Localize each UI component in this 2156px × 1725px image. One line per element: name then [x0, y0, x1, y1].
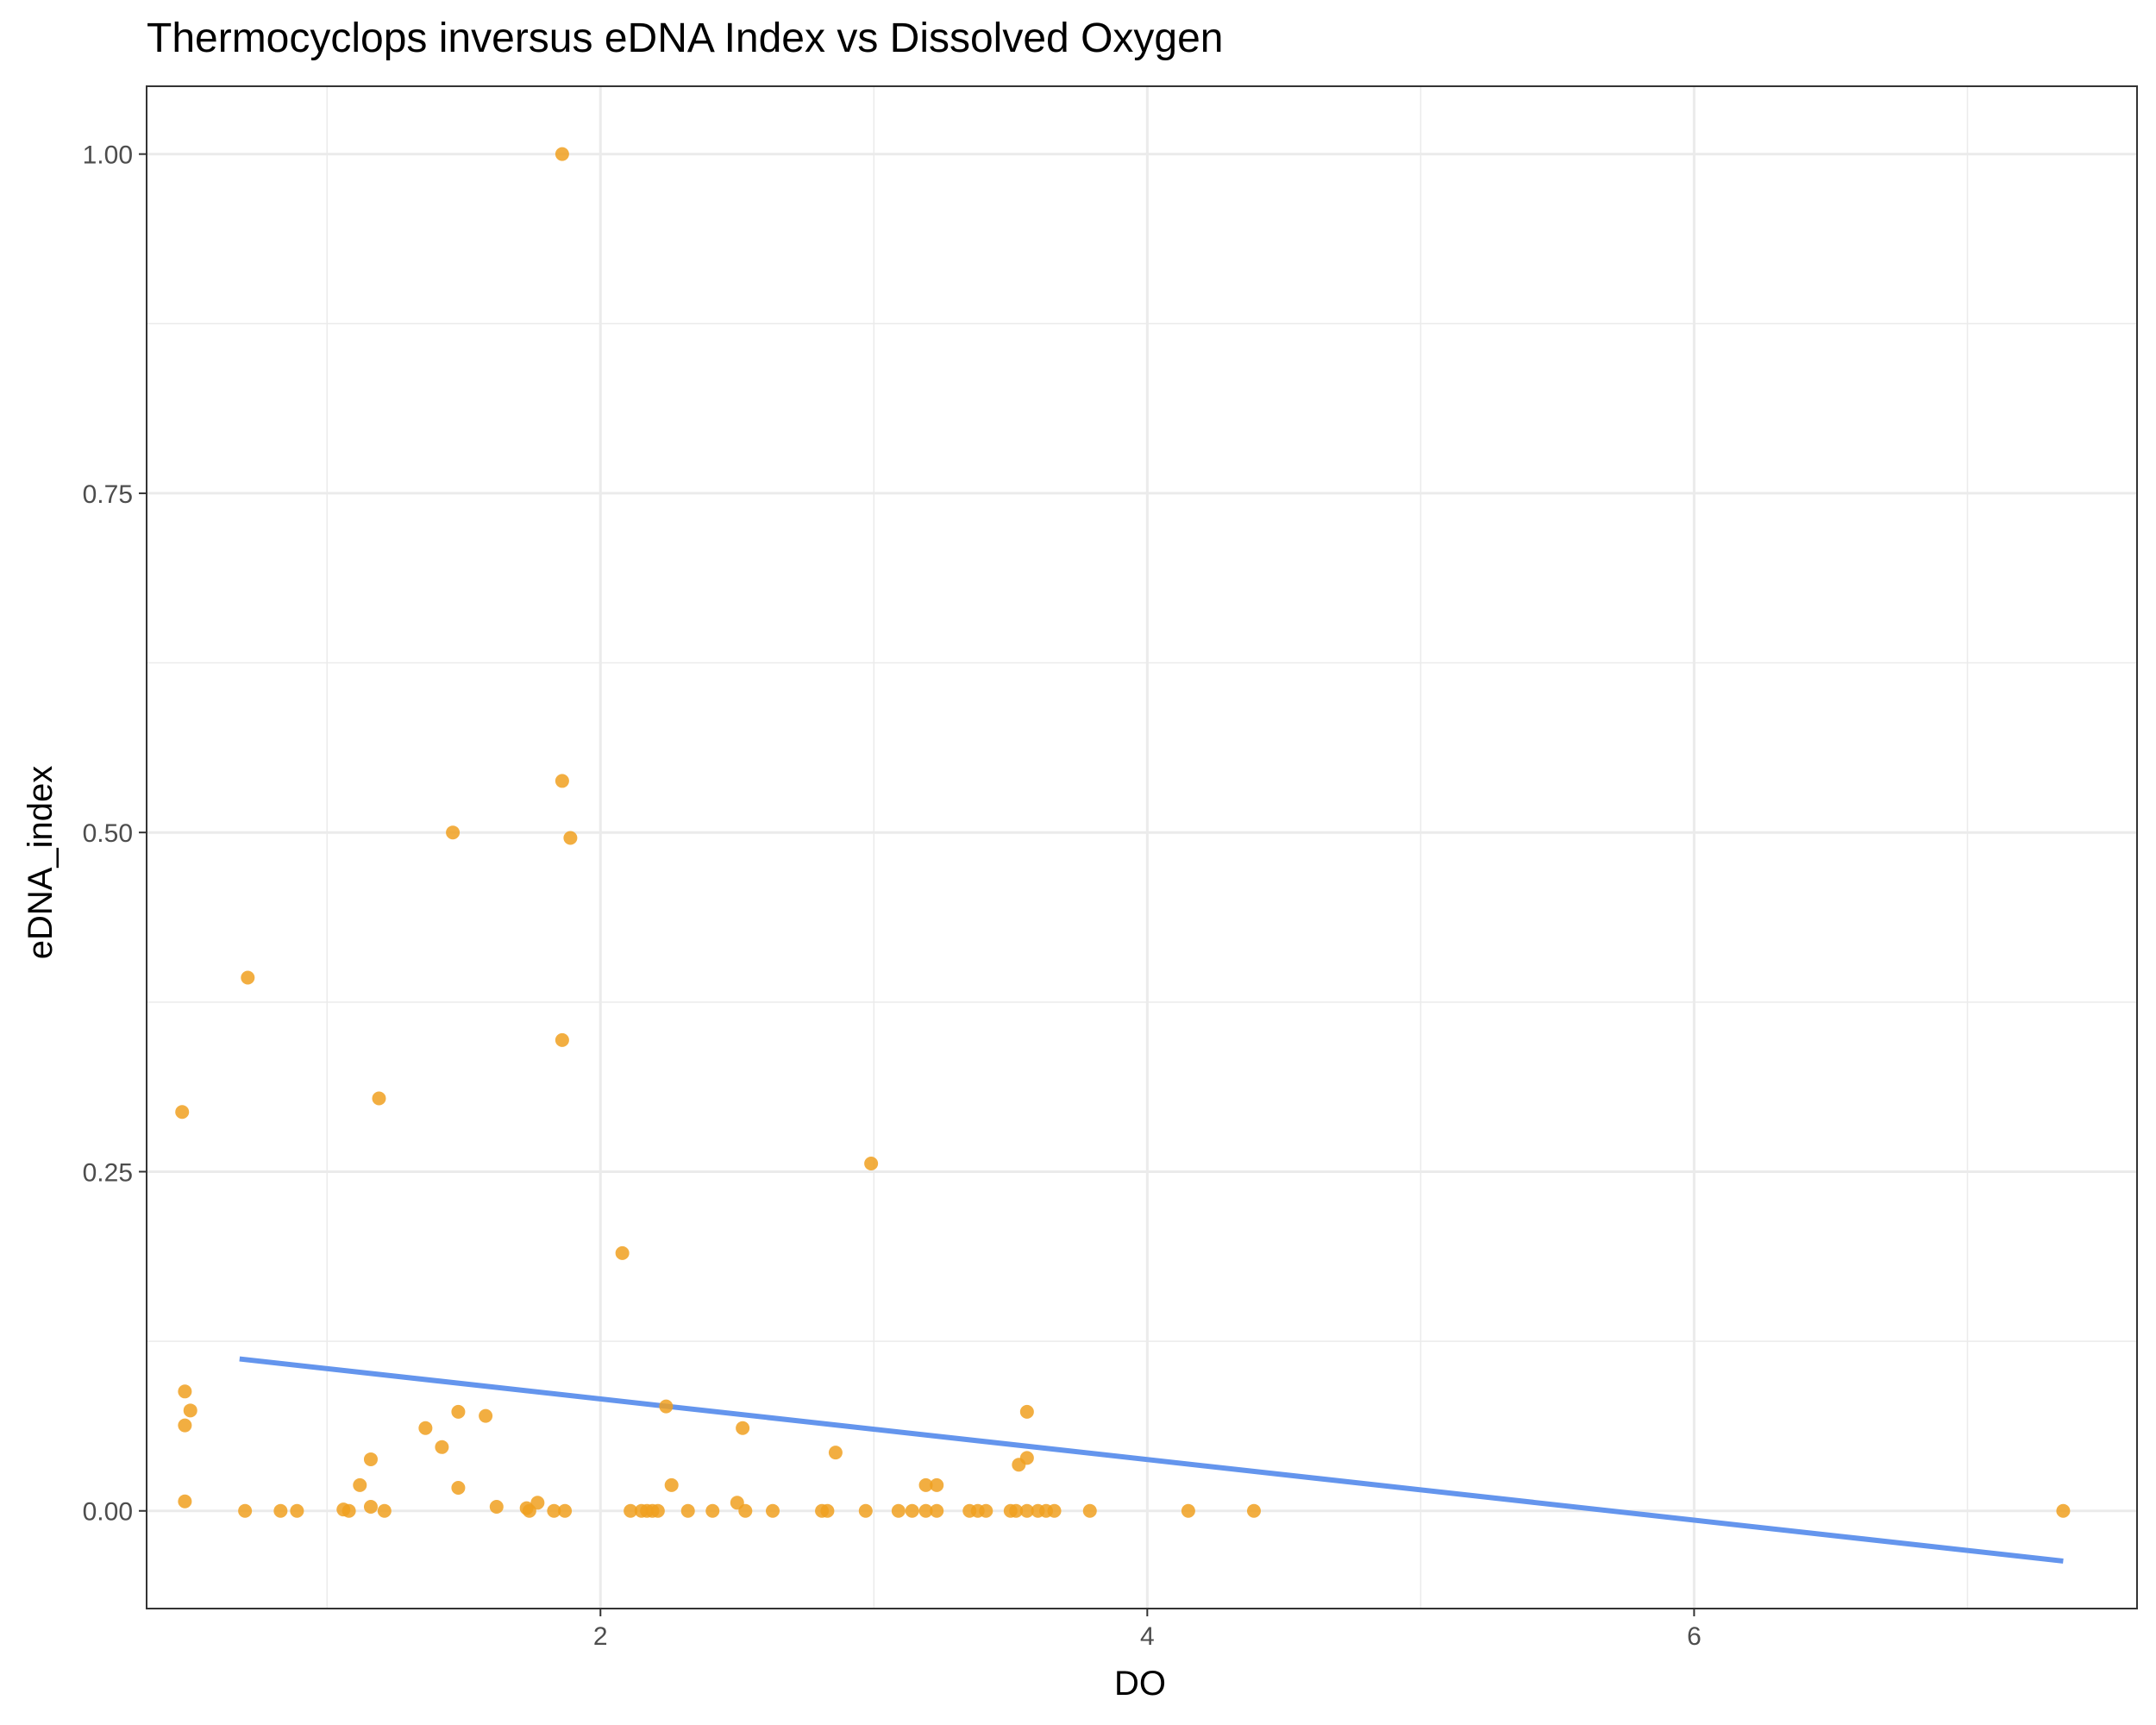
- trend-line: [239, 1356, 2064, 1564]
- y-axis-title: eDNA_index: [22, 766, 60, 960]
- data-point: [446, 825, 461, 840]
- data-point: [659, 1399, 674, 1414]
- data-point: [828, 1446, 843, 1460]
- data-point: [858, 1503, 873, 1518]
- data-point: [241, 970, 255, 985]
- data-point: [273, 1503, 288, 1518]
- data-point: [1181, 1503, 1195, 1518]
- data-point: [905, 1503, 919, 1518]
- data-point: [1019, 1404, 1034, 1419]
- y-tick-label: 1.00: [83, 141, 133, 170]
- data-point: [820, 1503, 835, 1518]
- data-point: [1009, 1503, 1024, 1518]
- x-axis-title: DO: [1114, 1665, 1166, 1703]
- y-tick-label: 0.75: [83, 480, 133, 509]
- x-axis: 2 4 6: [593, 1609, 1702, 1651]
- grid-minor: [147, 86, 2137, 1609]
- data-point: [555, 1032, 569, 1047]
- data-point: [451, 1480, 466, 1495]
- x-tick-label: 6: [1687, 1622, 1702, 1651]
- data-point: [1047, 1503, 1062, 1518]
- data-point: [178, 1418, 192, 1433]
- data-point: [891, 1503, 906, 1518]
- data-point: [930, 1477, 944, 1492]
- data-point: [547, 1503, 561, 1518]
- data-point: [2056, 1503, 2071, 1518]
- data-point: [342, 1503, 356, 1518]
- data-point: [555, 774, 569, 788]
- data-point: [563, 831, 578, 845]
- grid-major: [147, 86, 2137, 1609]
- data-point: [766, 1503, 780, 1518]
- data-point: [930, 1503, 944, 1518]
- data-point: [736, 1421, 750, 1435]
- data-point: [1019, 1503, 1034, 1518]
- data-point: [363, 1452, 378, 1466]
- data-point: [522, 1503, 536, 1518]
- data-point: [705, 1503, 720, 1518]
- x-tick-label: 2: [593, 1622, 608, 1651]
- data-point: [664, 1477, 679, 1492]
- data-point: [238, 1503, 253, 1518]
- data-point: [1012, 1458, 1026, 1472]
- data-point: [624, 1503, 638, 1518]
- data-point: [363, 1500, 378, 1515]
- data-point: [615, 1245, 630, 1260]
- data-point: [290, 1503, 304, 1518]
- data-point: [1082, 1503, 1097, 1518]
- data-point: [738, 1503, 753, 1518]
- y-tick-label: 0.50: [83, 819, 133, 848]
- data-point: [178, 1384, 192, 1399]
- data-point: [377, 1503, 392, 1518]
- data-point: [479, 1408, 493, 1423]
- plot-panel-border: [146, 85, 2138, 1609]
- data-point: [418, 1421, 433, 1435]
- data-point: [555, 147, 569, 161]
- data-point: [353, 1477, 367, 1492]
- trend-line-group: [239, 1356, 2064, 1564]
- data-point: [918, 1477, 933, 1492]
- data-point: [918, 1503, 933, 1518]
- y-axis: 0.00 0.25 0.50 0.75 1.00: [83, 141, 147, 1527]
- y-tick-label: 0.00: [83, 1498, 133, 1527]
- points-group: [175, 147, 2071, 1518]
- data-point: [435, 1440, 449, 1454]
- data-point: [680, 1503, 695, 1518]
- y-tick-label: 0.25: [83, 1158, 133, 1187]
- data-point: [979, 1503, 993, 1518]
- data-point: [864, 1157, 879, 1171]
- data-point: [558, 1503, 573, 1518]
- data-point: [1246, 1503, 1261, 1518]
- data-point: [175, 1105, 190, 1120]
- data-point: [489, 1500, 504, 1515]
- chart-title: Thermocyclops inversus eDNA Index vs Dis…: [147, 16, 1224, 61]
- data-point: [372, 1091, 386, 1106]
- data-point: [650, 1503, 665, 1518]
- data-point: [178, 1494, 192, 1509]
- data-point: [451, 1404, 466, 1419]
- x-tick-label: 4: [1140, 1622, 1155, 1651]
- data-point: [183, 1403, 197, 1418]
